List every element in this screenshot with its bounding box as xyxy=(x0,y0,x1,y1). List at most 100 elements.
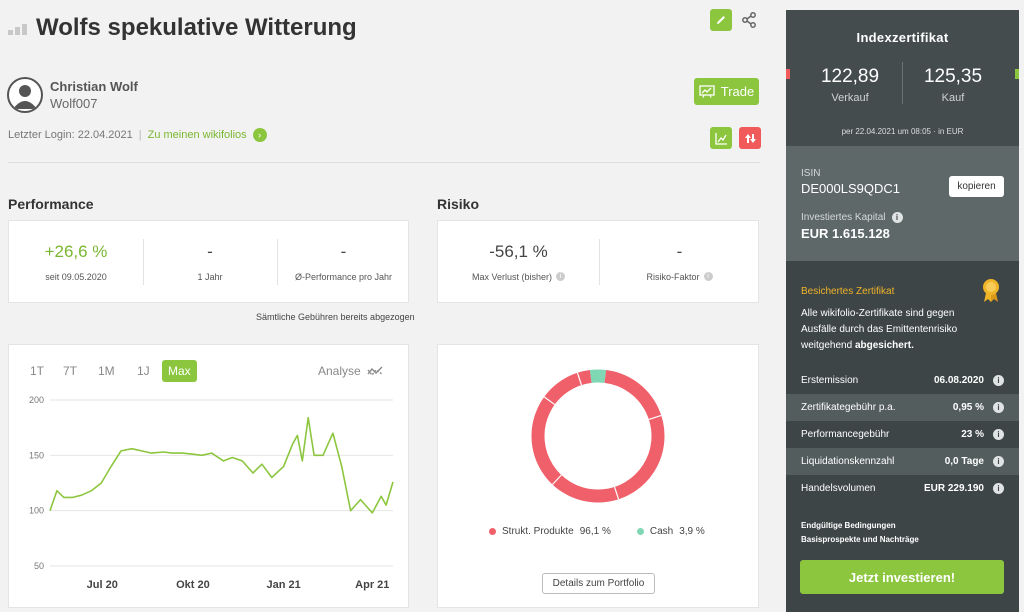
stat-label: Max Verlust (bisher) xyxy=(471,271,553,282)
trade-button[interactable]: Trade xyxy=(694,78,759,105)
buy-marker xyxy=(1015,69,1019,79)
sell-price-label: Verkauf xyxy=(831,92,869,104)
divider xyxy=(143,239,144,285)
detail-key: Erstemission xyxy=(801,375,859,386)
stat-label-row: Risiko-Faktor i xyxy=(646,271,713,282)
y-tick-label: 50 xyxy=(34,561,44,571)
detail-row: Zertifikategebühr p.a. 0,95 % i xyxy=(786,394,1019,421)
divider: | xyxy=(138,129,142,141)
secured-title[interactable]: Besichertes Zertifikat xyxy=(801,286,895,297)
x-tick-label: Jan 21 xyxy=(266,579,300,591)
portfolio-card xyxy=(437,344,759,608)
detail-value: 0,0 Tage xyxy=(944,456,984,467)
stat-value: - xyxy=(207,241,213,261)
info-icon[interactable]: i xyxy=(993,429,1004,440)
portfolio-donut-chart[interactable] xyxy=(527,365,669,507)
my-wikifolios-link[interactable]: Zu meinen wikifolios xyxy=(147,129,247,141)
isin-section xyxy=(786,146,1019,261)
legend-swatch xyxy=(489,528,496,535)
stat-value: +26,6 % xyxy=(44,241,108,261)
secured-text: Alle wikifolio-Zertifikate sind gegen Au… xyxy=(801,306,981,354)
trade-label: Trade xyxy=(720,84,755,99)
risk-stat: -56,1 % Max Verlust (bisher) i xyxy=(438,221,599,302)
range-7t-button[interactable]: 7T xyxy=(63,364,78,378)
slice-separator xyxy=(552,474,562,485)
sell-price: 122,89 Verkauf xyxy=(800,66,900,104)
chart-compare-button[interactable] xyxy=(710,127,732,149)
copy-isin-button[interactable]: kopieren xyxy=(949,176,1004,197)
sell-price-value: 122,89 xyxy=(820,66,880,87)
invest-now-button[interactable]: Jetzt investieren! xyxy=(800,560,1004,594)
risk-stat: - Risiko-Faktor i xyxy=(599,221,760,302)
performance-heading: Performance xyxy=(8,196,94,212)
stat-label-row: Max Verlust (bisher) i xyxy=(471,271,566,282)
info-icon[interactable]: i xyxy=(993,402,1004,413)
portfolio-legend: Strukt. Produkte 96,1 % Cash 3,9 % xyxy=(489,526,705,537)
performance-line-chart[interactable]: 50 100 150 200 Jul 20 Okt 20 Jan 21 Apr 21 xyxy=(8,388,409,603)
legend-label: Strukt. Produkte xyxy=(502,526,574,537)
trend-chart-icon xyxy=(714,132,727,145)
secured-emphasis: abgesichert. xyxy=(854,340,914,351)
y-tick-label: 100 xyxy=(29,506,44,516)
info-icon[interactable]: i xyxy=(891,212,903,223)
portfolio-details-button[interactable]: Details zum Portfolio xyxy=(542,573,655,594)
risk-card: -56,1 % Max Verlust (bisher) i - Risiko-… xyxy=(437,220,759,303)
final-terms-link[interactable]: Endgültige Bedingungen xyxy=(801,521,896,530)
x-tick-label: Okt 20 xyxy=(176,579,210,591)
isin-label: ISIN xyxy=(801,168,821,179)
detail-key: Liquidationskennzahl xyxy=(801,456,895,467)
pencil-icon xyxy=(717,16,725,24)
legend-value: 3,9 % xyxy=(679,526,705,537)
stat-value: -56,1 % xyxy=(489,241,548,261)
stat-value: - xyxy=(340,241,347,261)
slice-separator xyxy=(648,414,662,421)
performance-stat: - 1 Jahr xyxy=(143,221,277,302)
prospectus-link[interactable]: Basisprospekte und Nachträge xyxy=(801,535,919,544)
detail-value: 06.08.2020 xyxy=(933,375,984,386)
avatar[interactable] xyxy=(7,77,43,113)
stat-label: 1 Jahr xyxy=(197,271,223,282)
range-1j-button[interactable]: 1J xyxy=(137,364,150,378)
page-title: Wolfs spekulative Witterung xyxy=(36,14,357,41)
info-icon[interactable]: i xyxy=(556,272,566,281)
x-tick-label: Apr 21 xyxy=(355,579,389,591)
divider xyxy=(599,239,600,285)
legend-label: Cash xyxy=(649,526,674,537)
info-icon[interactable]: i xyxy=(993,456,1004,467)
info-icon[interactable]: i xyxy=(703,272,713,281)
range-max-button[interactable]: Max xyxy=(162,360,197,382)
page-header: Wolfs spekulative Witterung xyxy=(8,14,357,42)
buy-sell-button[interactable] xyxy=(739,127,761,149)
info-icon[interactable]: i xyxy=(993,375,1004,386)
secured-description: Alle wikifolio-Zertifikate sind gegen Au… xyxy=(801,308,958,351)
divider xyxy=(902,62,903,104)
donut-slice xyxy=(531,370,665,503)
user-name[interactable]: Christian Wolf xyxy=(50,79,138,94)
price-timestamp: per 22.04.2021 um 08:05 · in EUR xyxy=(841,127,964,136)
bar-chart-icon xyxy=(8,21,28,35)
login-info: Letzter Login: 22.04.2021 | Zu meinen wi… xyxy=(8,128,267,142)
range-1m-button[interactable]: 1M xyxy=(98,364,115,378)
stat-label: Risiko-Faktor xyxy=(646,271,700,282)
performance-stat: +26,6 % seit 09.05.2020 xyxy=(9,221,143,302)
info-icon[interactable]: i xyxy=(993,483,1004,494)
isin-value: DE000LS9QDC1 xyxy=(801,181,900,196)
legend-swatch xyxy=(636,528,644,535)
edit-button[interactable] xyxy=(710,9,732,31)
analyse-button[interactable]: Analyse xyxy=(318,364,383,378)
sell-marker xyxy=(786,69,790,79)
detail-key: Handelsvolumen xyxy=(801,483,876,494)
slice-separator xyxy=(576,372,583,386)
arrow-right-icon[interactable]: › xyxy=(252,128,267,142)
detail-value: EUR 229.190 xyxy=(923,483,984,494)
range-1t-button[interactable]: 1T xyxy=(30,364,45,378)
performance-chart-card xyxy=(8,344,409,608)
stat-label: Ø-Performance pro Jahr xyxy=(294,271,393,282)
share-button[interactable] xyxy=(740,11,758,29)
performance-card: +26,6 % seit 09.05.2020 - 1 Jahr - Ø-Per… xyxy=(8,220,409,303)
user-nickname: Wolf007 xyxy=(50,96,98,111)
risk-heading: Risiko xyxy=(437,196,480,212)
x-tick-label: Jul 20 xyxy=(87,579,118,591)
invested-label-row: Investiertes Kapital i xyxy=(801,212,903,223)
divider xyxy=(277,239,278,285)
